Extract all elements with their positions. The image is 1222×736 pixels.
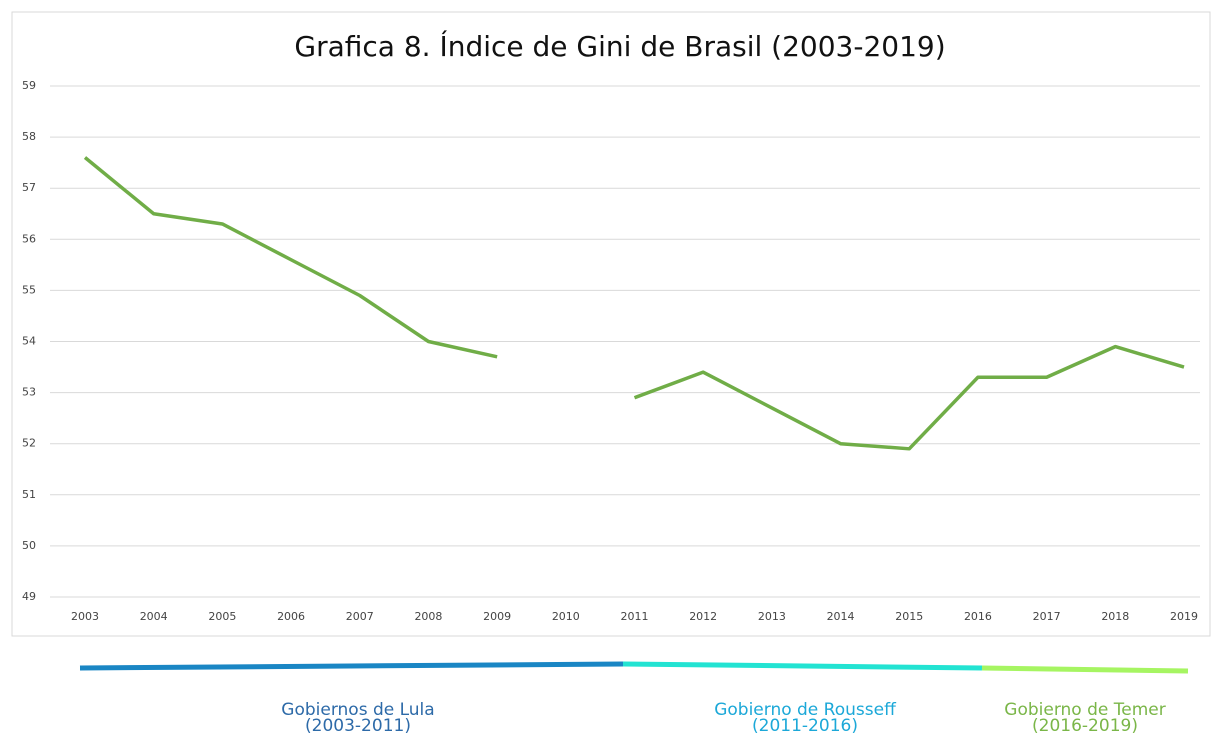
x-tick-label: 2016 xyxy=(964,610,992,623)
x-tick-label: 2007 xyxy=(346,610,374,623)
y-tick-label: 51 xyxy=(22,488,36,501)
chart-frame xyxy=(11,11,1211,637)
period-bar xyxy=(981,665,1189,674)
period-bar xyxy=(622,661,983,671)
line-series xyxy=(83,156,498,359)
period-label: Gobierno de Rousseff xyxy=(714,700,897,720)
period-label: (2011-2016) xyxy=(752,716,858,736)
x-tick-label: 2017 xyxy=(1033,610,1061,623)
y-tick-label: 59 xyxy=(22,79,36,92)
period-label: (2016-2019) xyxy=(1032,716,1138,736)
period-bar xyxy=(79,661,624,671)
x-tick-label: 2003 xyxy=(71,610,99,623)
period-label: Gobierno de Temer xyxy=(1004,700,1165,720)
y-tick-label: 58 xyxy=(22,130,36,143)
x-tick-label: 2011 xyxy=(621,610,649,623)
x-tick-label: 2013 xyxy=(758,610,786,623)
period-label: (2003-2011) xyxy=(305,716,411,736)
x-tick-label: 2010 xyxy=(552,610,580,623)
x-tick-label: 2008 xyxy=(414,610,442,623)
y-tick-label: 55 xyxy=(22,283,36,296)
x-tick-label: 2012 xyxy=(689,610,717,623)
x-tick-label: 2005 xyxy=(208,610,236,623)
y-tick-label: 56 xyxy=(22,232,36,245)
y-tick-label: 50 xyxy=(22,539,36,552)
chart-title: Grafica 8. Índice de Gini de Brasil (200… xyxy=(294,29,945,63)
period-label: Gobiernos de Lula xyxy=(281,700,434,720)
x-tick-label: 2018 xyxy=(1101,610,1129,623)
y-tick-label: 49 xyxy=(22,590,36,603)
y-tick-label: 53 xyxy=(22,386,36,399)
line-series xyxy=(633,344,1185,451)
x-tick-label: 2004 xyxy=(140,610,168,623)
y-tick-label: 52 xyxy=(22,437,36,450)
y-tick-label: 54 xyxy=(22,335,36,348)
x-tick-label: 2015 xyxy=(895,610,923,623)
x-tick-label: 2019 xyxy=(1170,610,1198,623)
x-tick-label: 2009 xyxy=(483,610,511,623)
y-tick-label: 57 xyxy=(22,181,36,194)
x-tick-label: 2006 xyxy=(277,610,305,623)
x-tick-label: 2014 xyxy=(827,610,855,623)
